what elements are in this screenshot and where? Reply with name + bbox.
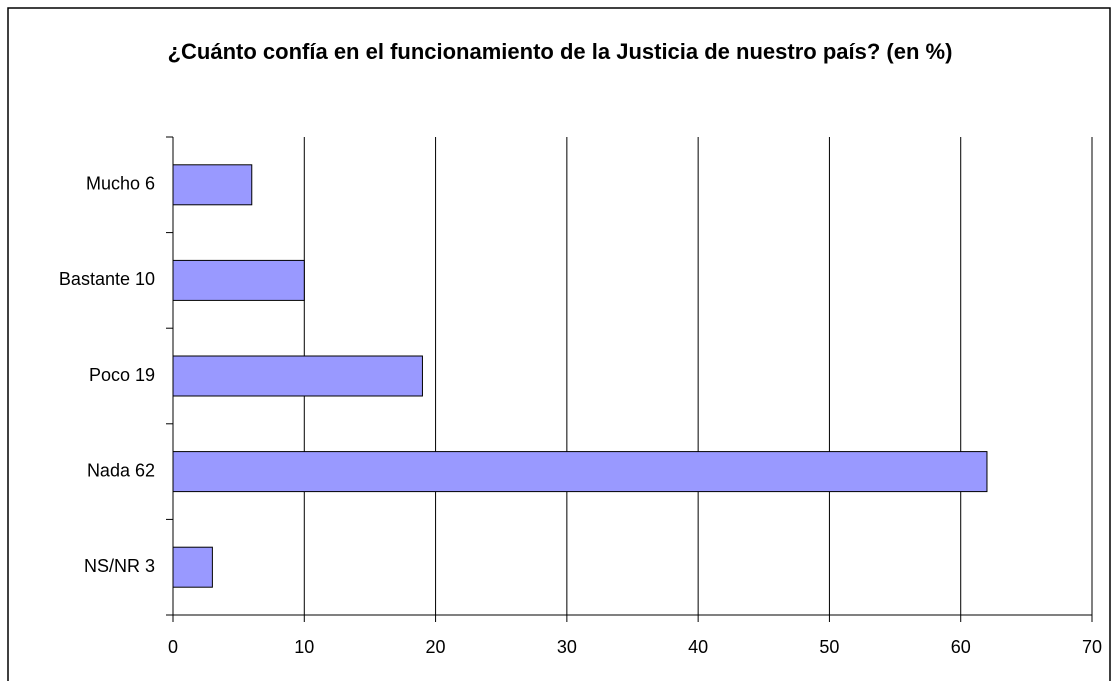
bar	[172, 451, 988, 493]
y-tick-label: Mucho 6	[86, 174, 155, 194]
bar	[172, 355, 423, 397]
x-tick-label: 10	[294, 637, 314, 657]
x-tick-label: 30	[557, 637, 577, 657]
x-tick-label: 20	[426, 637, 446, 657]
y-tick-label: Bastante 10	[59, 269, 155, 289]
x-tick-label: 40	[688, 637, 708, 657]
bar	[172, 259, 305, 301]
bar	[172, 164, 253, 206]
x-tick-label: 50	[819, 637, 839, 657]
chart-frame	[7, 7, 1111, 681]
y-tick-label: NS/NR 3	[84, 556, 155, 576]
chart-title: ¿Cuánto confía en el funcionamiento de l…	[167, 39, 953, 64]
bar	[172, 546, 213, 588]
x-tick-label: 70	[1082, 637, 1102, 657]
x-tick-label: 60	[951, 637, 971, 657]
y-tick-label: Nada 62	[87, 460, 155, 480]
x-tick-label: 0	[168, 637, 178, 657]
y-tick-label: Poco 19	[89, 365, 155, 385]
